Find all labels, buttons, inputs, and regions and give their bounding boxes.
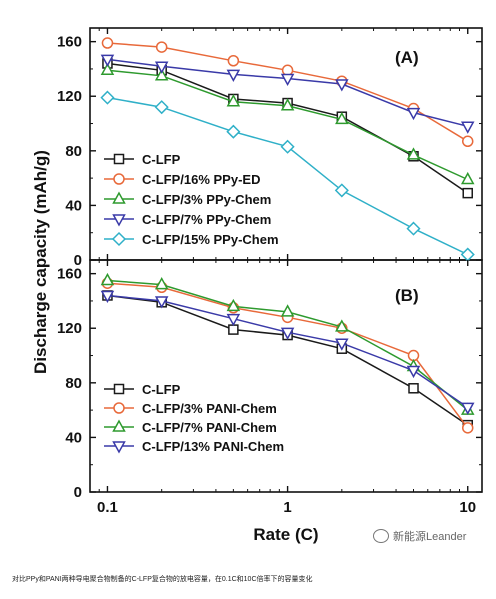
- legend-marker-4: [112, 214, 126, 227]
- y-tick-label: 80: [65, 143, 82, 160]
- data-point-s2: [461, 422, 474, 434]
- data-point-s4: [335, 338, 349, 351]
- data-point-s3: [460, 171, 475, 185]
- x-tick-label: 0.1: [97, 499, 118, 516]
- legend-marker-4: [112, 441, 126, 454]
- data-point-s5: [280, 139, 295, 154]
- data-point-s2: [227, 55, 240, 67]
- x-axis-title: Rate (C): [253, 525, 318, 544]
- data-point-s1: [462, 187, 473, 199]
- data-point-s4: [154, 61, 169, 74]
- watermark-text: 新能源Leander: [393, 531, 467, 543]
- chat-bubble-icon: [373, 529, 389, 543]
- legend-marker-3: [112, 419, 126, 432]
- data-point-s2: [155, 41, 168, 53]
- legend-label-2: C-LFP/3% PANI-Chem: [142, 401, 277, 416]
- panel-a-plot: 0 40 80 120 160 C-LFP C-LFP/16% PPy-ED C-LFP/3%…: [57, 28, 482, 269]
- data-point-s4: [100, 290, 115, 304]
- data-point-s4: [100, 54, 115, 67]
- data-point-s1: [408, 383, 419, 394]
- legend-marker-3: [112, 191, 126, 204]
- data-point-s5: [154, 100, 169, 115]
- data-point-s4: [280, 327, 295, 340]
- legend-label-3: C-LFP/3% PPy-Chem: [142, 192, 271, 207]
- data-point-s3: [226, 94, 241, 107]
- legend-label-4: C-LFP/7% PPy-Chem: [142, 212, 271, 227]
- data-point-s5: [334, 183, 349, 198]
- y-tick-label: 40: [65, 429, 82, 446]
- legend-marker-1: [113, 153, 125, 165]
- data-point-s4: [406, 107, 421, 121]
- data-point-s4: [280, 73, 295, 87]
- figure-caption: 对比PPy和PANI两种导电聚合物制备的C-LFP复合物的放电容量，在0.1C和…: [12, 576, 313, 583]
- legend-label-1: C-LFP: [142, 382, 181, 397]
- data-point-s3: [280, 304, 295, 317]
- watermark: 新能源Leander: [373, 528, 466, 544]
- legend-label-4: C-LFP/13% PANI-Chem: [142, 439, 284, 454]
- data-point-s3: [226, 298, 241, 312]
- data-point-s3: [154, 277, 169, 290]
- data-point-s3: [100, 62, 115, 76]
- data-point-s2: [101, 37, 114, 49]
- y-axis-title: Discharge capacity (mAh/g): [31, 150, 50, 374]
- legend-label-3: C-LFP/7% PANI-Chem: [142, 420, 277, 435]
- panel-a-label: (A): [395, 48, 419, 67]
- data-point-s4: [406, 365, 421, 379]
- data-point-s5: [100, 90, 115, 105]
- y-tick-label: 0: [74, 484, 82, 501]
- y-tick-label: 0: [74, 252, 82, 269]
- x-tick-label: 10: [459, 499, 476, 516]
- data-point-s5: [226, 124, 241, 139]
- data-point-s4: [154, 296, 169, 309]
- y-tick-label: 120: [57, 88, 82, 105]
- data-point-s4: [226, 313, 241, 327]
- legend-label-2: C-LFP/16% PPy-ED: [142, 172, 260, 187]
- data-point-s4: [460, 121, 475, 134]
- data-point-s3: [406, 147, 421, 160]
- data-point-s4: [226, 69, 241, 82]
- legend-marker-2: [113, 402, 125, 414]
- data-point-s4: [335, 79, 349, 92]
- legend-marker-5: [111, 231, 127, 247]
- legend-label-5: C-LFP/15% PPy-Chem: [142, 232, 279, 247]
- legend-label-1: C-LFP: [142, 152, 181, 167]
- data-point-s4: [460, 402, 475, 415]
- data-point-s3: [280, 98, 295, 111]
- legend-marker-2: [113, 173, 125, 185]
- data-point-s2: [461, 135, 474, 148]
- data-point-s5: [406, 221, 421, 236]
- panel-b-label: (B): [395, 286, 419, 305]
- y-tick-label: 40: [65, 197, 82, 214]
- data-point-s5: [460, 247, 475, 262]
- panel-b-plot: 0 40 80 120 160 0.1 1 10 C-LFP C-LFP/3% PANI-Chem…: [57, 260, 482, 516]
- x-tick-label: 1: [283, 499, 291, 516]
- data-point-s3: [335, 319, 349, 332]
- y-tick-label: 160: [57, 266, 82, 283]
- data-point-s3: [335, 111, 349, 125]
- data-point-s3: [154, 68, 169, 81]
- data-point-s3: [100, 272, 115, 286]
- legend-marker-1: [113, 383, 125, 395]
- y-tick-label: 120: [57, 320, 82, 337]
- data-point-s1: [228, 324, 239, 335]
- y-tick-label: 160: [57, 34, 82, 51]
- panel-b-frame: [89, 259, 483, 493]
- y-tick-label: 80: [65, 375, 82, 392]
